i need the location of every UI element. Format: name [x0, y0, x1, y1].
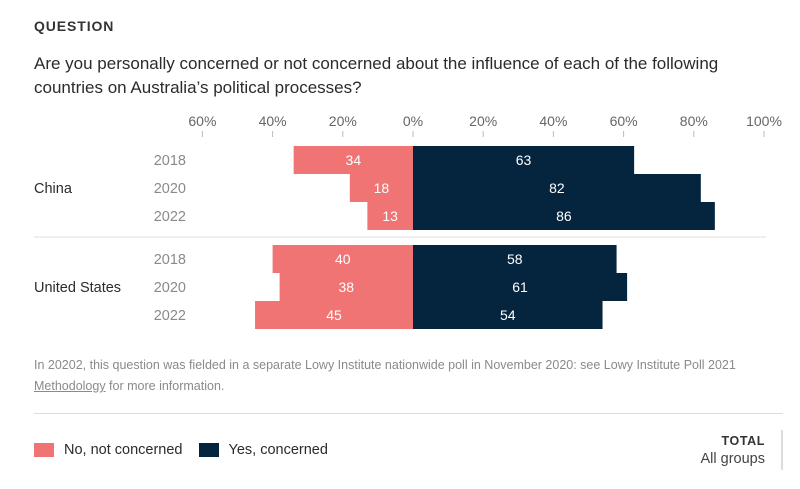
data-label-not-concerned: 38 — [339, 279, 355, 295]
axis-tick-label: 60% — [610, 113, 638, 129]
total-selector[interactable]: TOTAL All groups — [701, 434, 765, 467]
bar-not-concerned — [293, 146, 413, 174]
data-label-not-concerned: 13 — [382, 208, 398, 224]
data-label-not-concerned: 34 — [346, 152, 362, 168]
bar-concerned — [413, 146, 635, 174]
data-label-not-concerned: 40 — [335, 251, 351, 267]
data-label-not-concerned: 45 — [326, 307, 342, 323]
axis-tick-label: 0% — [403, 113, 423, 129]
bar-not-concerned — [279, 273, 413, 301]
group-label: China — [34, 181, 73, 197]
bar-concerned — [413, 301, 603, 329]
bar-concerned — [413, 202, 715, 230]
year-label: 2020 — [154, 280, 186, 296]
note-text-before: In 20202, this question was fielded in a… — [34, 358, 736, 372]
data-label-not-concerned: 18 — [374, 180, 390, 196]
axis-tick-label: 20% — [329, 113, 357, 129]
year-label: 2020 — [154, 181, 186, 197]
data-label-concerned: 86 — [556, 208, 572, 224]
data-label-concerned: 54 — [500, 307, 516, 323]
bar-concerned — [413, 174, 701, 202]
year-label: 2018 — [154, 252, 186, 268]
legend-item-yes[interactable]: Yes, concerned — [198, 442, 328, 458]
group-label: United States — [34, 280, 121, 296]
bar-not-concerned — [272, 245, 413, 273]
bar-not-concerned — [255, 301, 413, 329]
methodology-link[interactable]: Methodology — [34, 379, 106, 393]
question-text: Are you personally concerned or not conc… — [34, 54, 719, 97]
methodology-note: In 20202, this question was fielded in a… — [34, 355, 774, 397]
total-value: All groups — [700, 451, 765, 467]
bar-concerned — [413, 245, 617, 273]
total-divider — [781, 430, 783, 470]
total-title: TOTAL — [721, 434, 765, 448]
legend-label-no: No, not concerned — [64, 442, 183, 458]
year-label: 2018 — [154, 153, 186, 169]
question-kicker: QUESTION — [34, 18, 115, 34]
legend-swatch-yes — [198, 443, 219, 457]
legend-swatch-no — [34, 443, 54, 457]
diverging-bar-chart: 60% 40% 20% 0% 20% 40% 60% 80% 100% China 2018 34 63… — [34, 113, 782, 329]
legend-label-yes: Yes, concerned — [228, 442, 328, 458]
axis-tick-label: 40% — [539, 113, 567, 129]
axis-tick-label: 20% — [469, 113, 497, 129]
axis-tick-label: 80% — [680, 113, 708, 129]
data-label-concerned: 58 — [507, 251, 523, 267]
year-label: 2022 — [154, 209, 186, 225]
data-label-concerned: 82 — [549, 180, 565, 196]
year-label: 2022 — [154, 308, 186, 324]
bar-concerned — [413, 273, 628, 301]
data-label-concerned: 63 — [516, 152, 532, 168]
axis-tick-label: 100% — [746, 113, 782, 129]
data-label-concerned: 61 — [512, 279, 528, 295]
legend-item-no[interactable]: No, not concerned — [34, 442, 183, 458]
chart-legend: No, not concerned Yes, concerned — [34, 442, 344, 458]
note-text-after: for more information. — [105, 379, 225, 393]
legend-divider — [34, 413, 783, 414]
axis-tick-label: 60% — [188, 113, 216, 129]
bar-not-concerned — [367, 202, 413, 230]
axis-tick-label: 40% — [259, 113, 287, 129]
bar-not-concerned — [349, 174, 413, 202]
